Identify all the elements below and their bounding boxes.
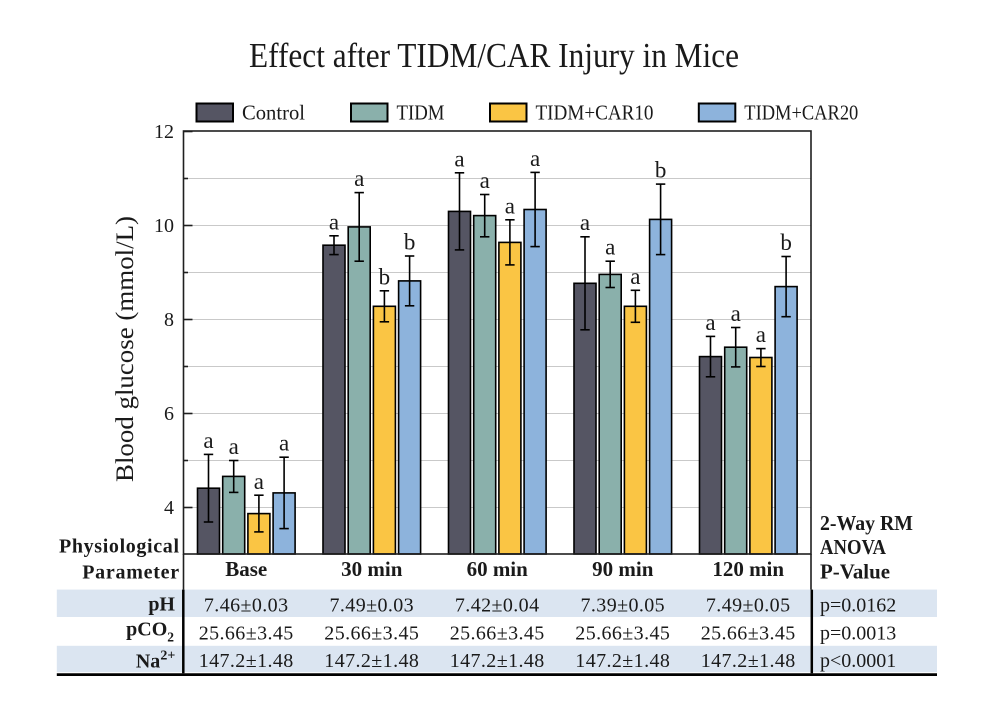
svg-text:a: a: [229, 434, 239, 459]
svg-text:Control: Control: [242, 101, 305, 125]
svg-text:TIDM+CAR10: TIDM+CAR10: [536, 101, 654, 125]
svg-text:a: a: [203, 428, 213, 453]
svg-text:Parameter: Parameter: [82, 561, 179, 583]
svg-text:a: a: [705, 310, 715, 335]
svg-text:25.66±3.45: 25.66±3.45: [324, 622, 419, 644]
svg-text:7.39±0.05: 7.39±0.05: [581, 594, 666, 616]
svg-text:8: 8: [164, 309, 174, 331]
svg-text:7.42±0.04: 7.42±0.04: [455, 594, 540, 616]
svg-text:P-Value: P-Value: [820, 560, 890, 584]
svg-text:60 min: 60 min: [467, 557, 529, 581]
svg-text:a: a: [454, 146, 464, 171]
svg-text:a: a: [580, 210, 590, 235]
svg-text:25.66±3.45: 25.66±3.45: [701, 622, 796, 644]
svg-text:a: a: [530, 146, 540, 171]
svg-text:147.2±1.48: 147.2±1.48: [450, 650, 545, 672]
svg-text:90 min: 90 min: [592, 557, 654, 581]
svg-text:a: a: [480, 168, 490, 193]
svg-text:TIDM+CAR20: TIDM+CAR20: [744, 101, 858, 125]
svg-text:a: a: [279, 431, 289, 456]
svg-text:7.46±0.03: 7.46±0.03: [204, 594, 289, 616]
svg-text:b: b: [404, 230, 416, 255]
svg-text:p=0.0013: p=0.0013: [820, 622, 896, 644]
svg-text:a: a: [505, 193, 515, 218]
svg-text:b: b: [655, 158, 667, 183]
svg-text:a: a: [756, 322, 766, 347]
svg-text:25.66±3.45: 25.66±3.45: [575, 622, 670, 644]
svg-text:120 min: 120 min: [712, 557, 784, 581]
svg-text:2-Way RM: 2-Way RM: [820, 511, 913, 535]
svg-text:a: a: [605, 235, 615, 260]
svg-text:a: a: [254, 469, 264, 494]
svg-text:b: b: [379, 264, 391, 289]
svg-text:a: a: [731, 301, 741, 326]
svg-text:25.66±3.45: 25.66±3.45: [199, 622, 294, 644]
svg-text:p=0.0162: p=0.0162: [820, 594, 896, 616]
svg-text:25.66±3.45: 25.66±3.45: [450, 622, 545, 644]
svg-text:Base: Base: [225, 557, 267, 581]
svg-text:a: a: [630, 264, 640, 289]
svg-text:147.2±1.48: 147.2±1.48: [199, 650, 294, 672]
svg-text:7.49±0.05: 7.49±0.05: [706, 594, 791, 616]
svg-text:a: a: [354, 166, 364, 191]
svg-text:pCO2: pCO2: [126, 619, 174, 645]
svg-text:4: 4: [164, 497, 174, 519]
svg-text:6: 6: [164, 403, 174, 425]
svg-text:p<0.0001: p<0.0001: [820, 650, 896, 672]
svg-text:30 min: 30 min: [341, 557, 403, 581]
svg-text:a: a: [329, 209, 339, 234]
svg-text:10: 10: [154, 215, 174, 237]
svg-text:ANOVA: ANOVA: [820, 535, 886, 559]
svg-text:147.2±1.48: 147.2±1.48: [575, 650, 670, 672]
svg-text:147.2±1.48: 147.2±1.48: [324, 650, 419, 672]
svg-text:b: b: [780, 230, 792, 255]
svg-text:pH: pH: [148, 594, 175, 616]
svg-text:Physiological: Physiological: [59, 536, 179, 558]
svg-text:Effect after TIDM/CAR Injury i: Effect after TIDM/CAR Injury in Mice: [249, 36, 739, 75]
svg-text:TIDM: TIDM: [397, 101, 445, 125]
svg-text:147.2±1.48: 147.2±1.48: [701, 650, 796, 672]
svg-text:7.49±0.03: 7.49±0.03: [330, 594, 415, 616]
svg-text:Blood glucose (mmol/L): Blood glucose (mmol/L): [112, 216, 139, 482]
svg-text:12: 12: [154, 121, 174, 143]
